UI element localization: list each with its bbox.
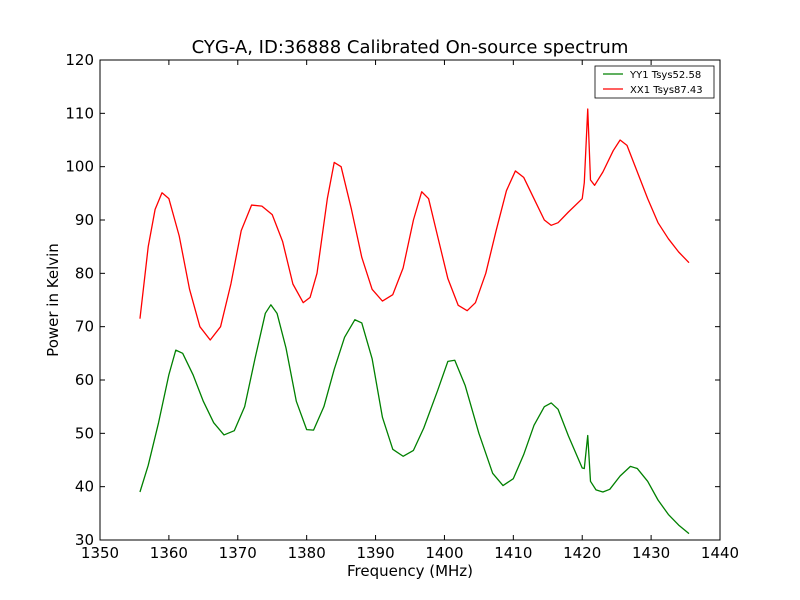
y-axis: 30 40 50 60 70 80 90 100 110 120: [65, 51, 720, 549]
chart-title: CYG-A, ID:36888 Calibrated On-source spe…: [192, 37, 629, 58]
x-tick-label: 1400: [425, 544, 463, 562]
x-tick-label: 1370: [219, 544, 257, 562]
x-tick-label: 1390: [356, 544, 394, 562]
y-tick-label: 40: [75, 478, 94, 496]
x-tick-label: 1430: [632, 544, 670, 562]
legend-label-yy1: YY1 Tsys52.58: [629, 70, 701, 81]
y-tick-label: 80: [75, 264, 94, 282]
series-line-xx1: [139, 108, 690, 341]
plot-area: [100, 60, 720, 540]
x-tick-label: 1380: [288, 544, 326, 562]
x-tick-label: 1360: [150, 544, 188, 562]
y-tick-label: 30: [75, 531, 94, 549]
legend-box: [594, 65, 715, 99]
y-tick-label: 120: [65, 51, 94, 69]
x-axis: 1350 1360 1370 1380 1390 1400 1410 1420 1430 1440: [81, 60, 739, 562]
legend-label-xx1: XX1 Tsys87.43: [630, 85, 703, 96]
y-tick-label: 50: [75, 424, 94, 442]
x-tick-label: 1420: [563, 544, 601, 562]
legend: YY1 Tsys52.58 XX1 Tsys87.43: [594, 65, 715, 99]
y-tick-label: 90: [75, 211, 94, 229]
y-axis-label: Power in Kelvin: [44, 243, 62, 357]
plot-frame: [99, 59, 721, 541]
y-tick-label: 110: [65, 104, 94, 122]
series-layer: [139, 108, 690, 535]
x-tick-label: 1440: [701, 544, 739, 562]
x-axis-label: Frequency (MHz): [347, 562, 473, 580]
x-tick-label: 1410: [494, 544, 532, 562]
y-tick-label: 60: [75, 371, 94, 389]
series-line-yy1: [139, 304, 690, 535]
y-tick-label: 100: [65, 158, 94, 176]
x-tick-label: 1350: [81, 544, 119, 562]
y-tick-label: 70: [75, 318, 94, 336]
